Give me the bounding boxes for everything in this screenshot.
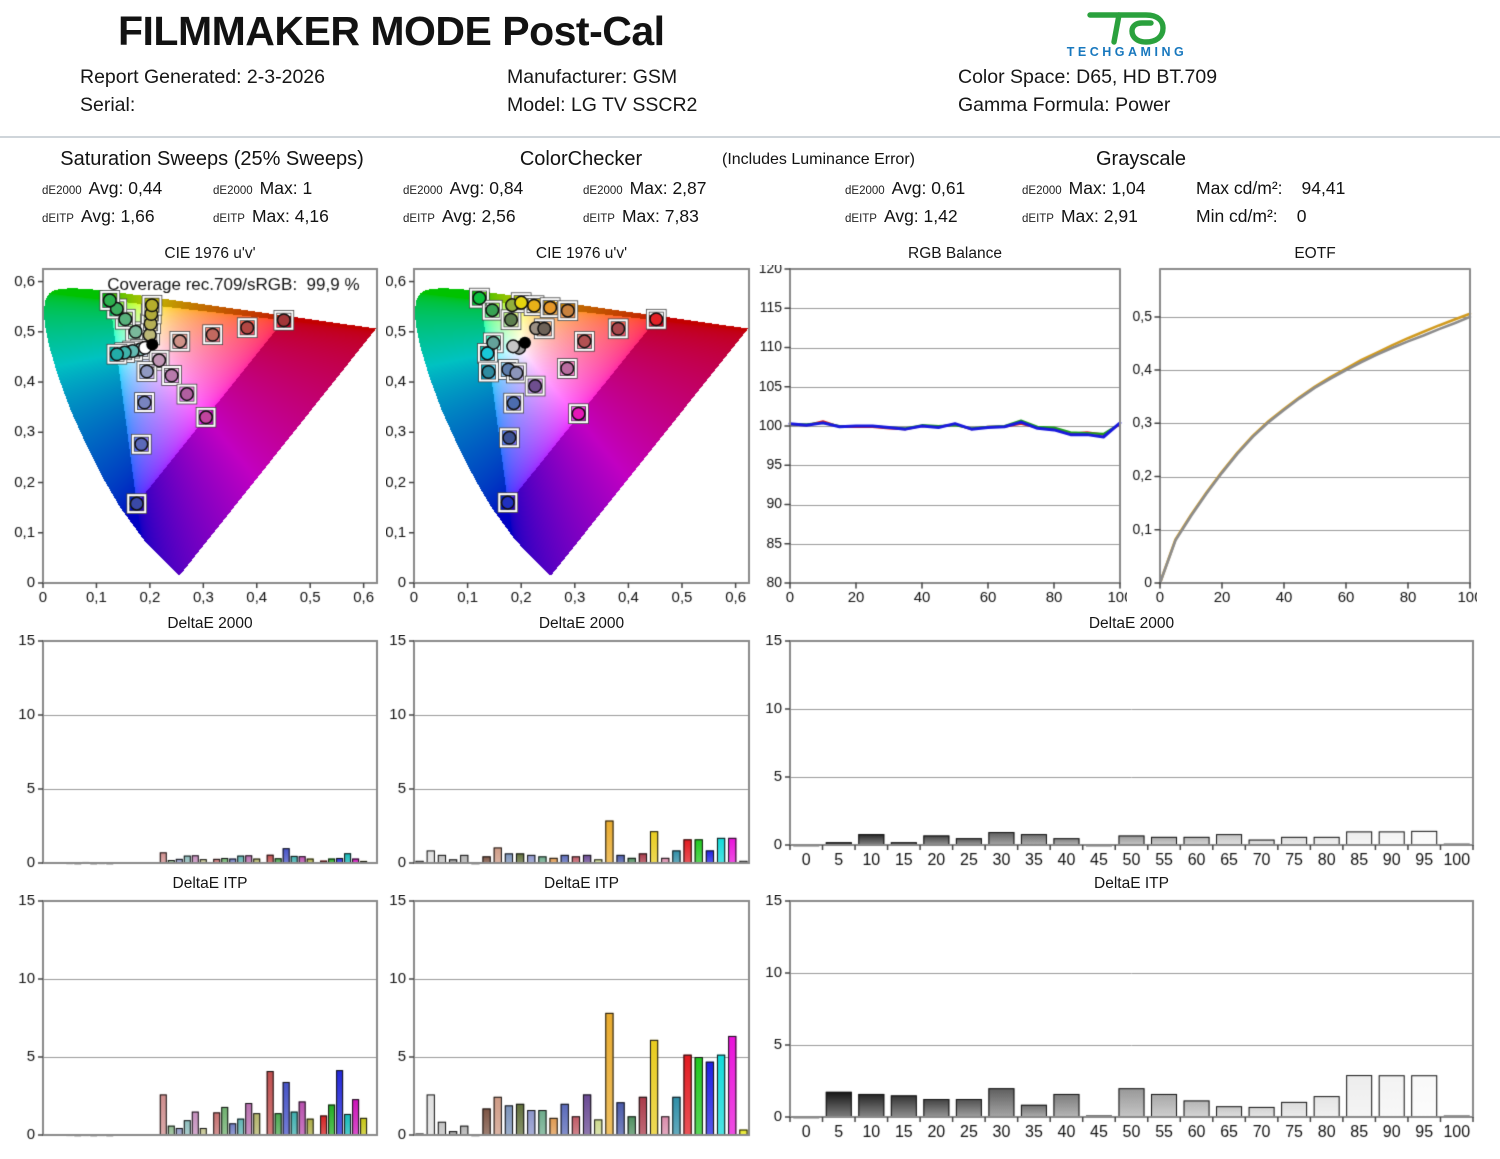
de2000-colorchecker-chart: DeltaE 2000 (386, 613, 759, 873)
stat-gs-de2000-avg: dE2000 Avg: 0,61 (845, 178, 966, 198)
de2000-sweeps-canvas (0, 635, 386, 873)
eotf-chart: EOTF (1127, 243, 1477, 611)
deitp-label: dEITP (213, 213, 245, 225)
cie-sweeps-canvas (0, 265, 386, 609)
chart-title: EOTF (1294, 245, 1336, 262)
techgaming-logo-svg: TECHGAMING (1067, 12, 1187, 59)
cie-diagram-colorchecker: CIE 1976 u'v' (386, 243, 759, 611)
section-title-colorchecker: ColorChecker (519, 148, 643, 170)
stat-gs-de2000-max: dE2000 Max: 1,04 (1022, 178, 1146, 198)
de2000-label: dE2000 (42, 185, 82, 197)
report-generated-text: Report Generated: 2-3-2026 (80, 66, 325, 88)
techgaming-logo: TECHGAMING (1042, 6, 1212, 60)
de2000-label: dE2000 (1022, 185, 1062, 197)
deitp-label: dEITP (403, 213, 435, 225)
chart-title: DeltaE 2000 (538, 615, 625, 632)
de2000-label: dE2000 (213, 185, 253, 197)
stat-ss-deitp-max: dEITP Max: 4,16 (213, 206, 329, 226)
deitp-label: dEITP (583, 213, 615, 225)
gamma-formula-text: Gamma Formula: Power (958, 94, 1171, 116)
chart-title: DeltaE 2000 (167, 615, 253, 632)
de2000-grayscale-canvas (759, 635, 1480, 873)
de2000-label: dE2000 (583, 185, 623, 197)
chart-title: CIE 1976 u'v' (164, 245, 256, 262)
eotf-canvas (1127, 265, 1477, 609)
de2000-label: dE2000 (403, 185, 443, 197)
deitp-label: dEITP (845, 213, 877, 225)
de2000-colorchecker-canvas (386, 635, 759, 873)
stat-gs-deitp-max: dEITP Max: 2,91 (1022, 206, 1138, 226)
chart-title: RGB Balance (908, 245, 1002, 262)
page-title: FILMMAKER MODE Post-Cal (118, 8, 665, 54)
chart-title: DeltaE ITP (1094, 875, 1169, 892)
stat-max-cd: Max cd/m²: 94,41 (1196, 178, 1346, 198)
cie-colorchecker-canvas (386, 265, 759, 609)
de2000-label: dE2000 (845, 185, 885, 197)
stat-cc-de2000-max: dE2000 Max: 2,87 (583, 178, 707, 198)
logo-mark-icon (1087, 12, 1166, 45)
stat-min-cd: Min cd/m²: 0 (1196, 206, 1307, 226)
deitp-sweeps-canvas (0, 895, 386, 1147)
rgb-balance-canvas (759, 265, 1127, 609)
stat-gs-deitp-avg: dEITP Avg: 1,42 (845, 206, 958, 226)
stat-ss-de2000-avg: dE2000 Avg: 0,44 (42, 178, 163, 198)
stat-cc-de2000-avg: dE2000 Avg: 0,84 (403, 178, 524, 198)
rgb-balance-chart: RGB Balance (759, 243, 1127, 611)
colorchecker-note: (Includes Luminance Error) (722, 151, 915, 168)
chart-title: CIE 1976 u'v' (535, 245, 628, 262)
deitp-sweeps-chart: DeltaE ITP (0, 873, 386, 1147)
logo-text: TECHGAMING (1067, 45, 1187, 59)
logo-mark-stem-icon (1111, 12, 1122, 45)
de2000-grayscale-chart: DeltaE 2000 (759, 613, 1480, 873)
deitp-grayscale-chart: DeltaE ITP (759, 873, 1480, 1147)
manufacturer-text: Manufacturer: GSM (507, 66, 678, 88)
chart-title: DeltaE ITP (544, 875, 619, 892)
chart-title: DeltaE ITP (172, 875, 248, 892)
stat-cc-deitp-max: dEITP Max: 7,83 (583, 206, 699, 226)
deitp-label: dEITP (42, 213, 74, 225)
color-space-text: Color Space: D65, HD BT.709 (958, 66, 1218, 88)
deitp-label: dEITP (1022, 213, 1054, 225)
section-title-grayscale: Grayscale (1095, 148, 1187, 170)
stat-ss-de2000-max: dE2000 Max: 1 (213, 178, 313, 198)
deitp-grayscale-canvas (759, 895, 1480, 1147)
header-divider (0, 136, 1500, 138)
stat-cc-deitp-avg: dEITP Avg: 2,56 (403, 206, 516, 226)
deitp-colorchecker-chart: DeltaE ITP (386, 873, 759, 1147)
serial-text: Serial: (80, 94, 136, 116)
de2000-sweeps-chart: DeltaE 2000 (0, 613, 386, 873)
deitp-colorchecker-canvas (386, 895, 759, 1147)
section-title-saturation-sweeps: Saturation Sweeps (25% Sweeps) (60, 148, 364, 170)
chart-title: DeltaE 2000 (1088, 615, 1175, 632)
stat-ss-deitp-avg: dEITP Avg: 1,66 (42, 206, 155, 226)
cie-diagram-saturation-sweeps: CIE 1976 u'v' (0, 243, 386, 611)
model-text: Model: LG TV SSCR2 (507, 94, 698, 116)
